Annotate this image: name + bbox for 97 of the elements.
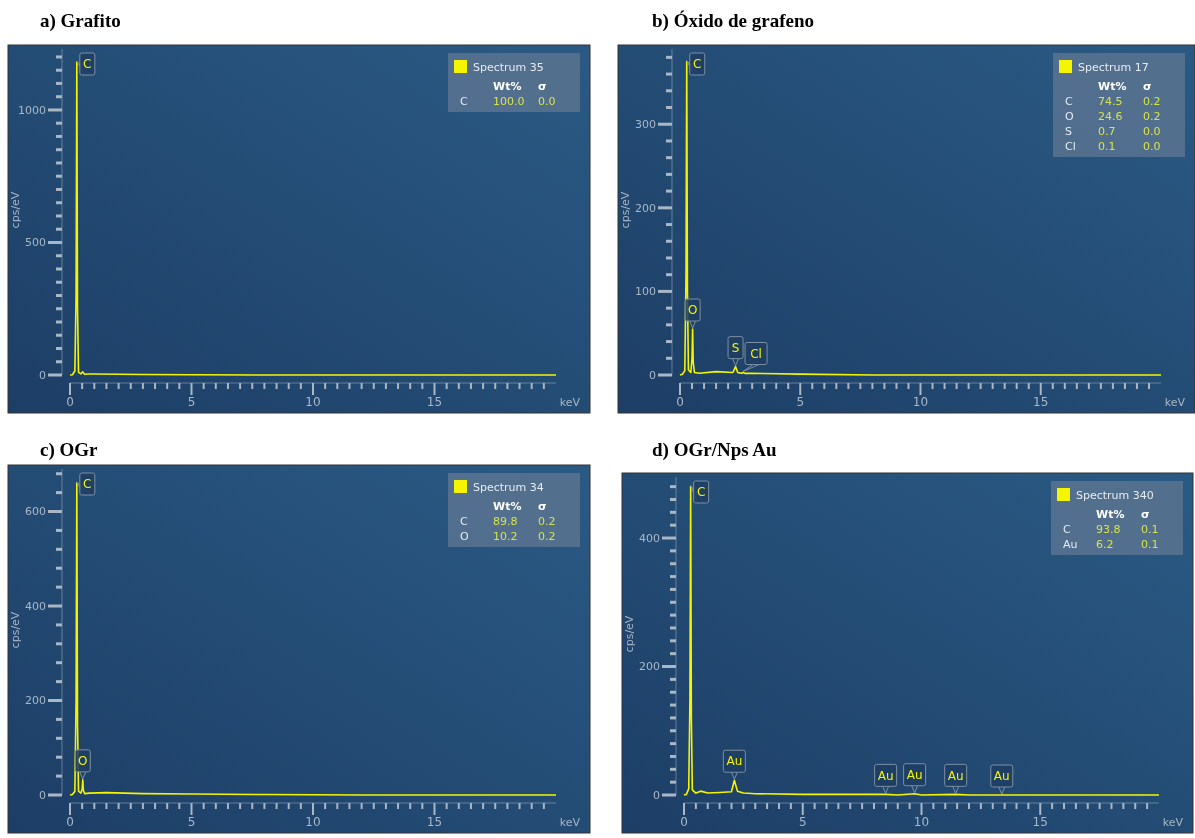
annotation: C — [460, 94, 468, 108]
chart-title: a) Grafito — [40, 10, 121, 32]
chart-title: d) OGr/Nps Au — [652, 439, 778, 461]
annotation: 24.6 — [1098, 109, 1123, 123]
x-tick-label: 10 — [305, 395, 321, 409]
legend-label: Spectrum 340 — [1076, 488, 1154, 502]
annotation: Au — [993, 769, 1010, 784]
legend-label: Spectrum 17 — [1078, 60, 1149, 74]
y-tick-label: 0 — [39, 368, 46, 382]
y-tick-label: 200 — [25, 694, 46, 708]
x-tick-label: 15 — [426, 395, 443, 409]
y-tick-label: 200 — [639, 660, 660, 674]
annotation: 0.2 — [1143, 94, 1161, 108]
annotation: 0.0 — [538, 94, 556, 108]
y-tick-label: 500 — [25, 236, 46, 250]
annotation: Au — [877, 768, 894, 783]
annotation: 0.2 — [538, 529, 556, 543]
y-tick-label: 400 — [639, 531, 660, 545]
annotation: C — [83, 57, 92, 72]
annotation: O — [687, 303, 698, 318]
y-axis-title: cps/eV — [619, 191, 632, 229]
annotation: O — [1065, 109, 1074, 123]
line-series — [679, 60, 1162, 376]
annotation: C — [83, 477, 92, 492]
annotation: 0.1 — [1141, 537, 1159, 551]
x-tick-label: 10 — [913, 815, 930, 829]
annotation: 0.0 — [1143, 124, 1161, 138]
annotation: 0.7 — [1098, 124, 1116, 138]
x-tick-label: 15 — [426, 815, 443, 829]
y-axis-title: cps/eV — [9, 611, 22, 649]
chart-title: b) Óxido de grafeno — [652, 10, 815, 32]
annotation: Wt% — [1096, 507, 1125, 521]
x-tick-label: 0 — [66, 395, 74, 409]
annotation: 100.0 — [493, 94, 525, 108]
x-tick-label: 5 — [187, 395, 196, 409]
annotation: σ — [1141, 507, 1150, 521]
annotation: 0.1 — [1098, 139, 1116, 153]
annotation: Au — [1063, 537, 1078, 551]
annotation: Wt% — [493, 499, 522, 513]
x-tick-label: 5 — [798, 815, 807, 829]
annotation: 10.2 — [493, 529, 518, 543]
annotation: C — [696, 485, 706, 500]
chart-title: c) OGr — [40, 439, 99, 461]
annotation: 0.2 — [1143, 109, 1161, 123]
annotation: Wt% — [493, 79, 522, 93]
annotation: 89.8 — [493, 514, 518, 528]
y-axis-title: cps/eV — [9, 191, 22, 229]
annotation: O — [78, 754, 88, 769]
annotation: σ — [538, 79, 547, 93]
line-series — [69, 61, 557, 376]
y-tick-label: 0 — [649, 368, 656, 382]
annotation: 74.5 — [1098, 94, 1123, 108]
x-tick-label: 0 — [680, 815, 688, 829]
y-tick-label: 1000 — [18, 103, 46, 117]
annotation: 93.8 — [1096, 522, 1121, 536]
x-axis-title: keV — [559, 396, 581, 409]
annotation: Cl — [1065, 139, 1076, 153]
annotation: S — [1065, 124, 1072, 138]
annotation: Wt% — [1098, 79, 1127, 93]
x-tick-label: 5 — [187, 815, 196, 829]
legend-label: Spectrum 35 — [473, 60, 544, 74]
annotation: 0.2 — [538, 514, 556, 528]
x-axis-title: keV — [1162, 816, 1184, 829]
x-tick-label: 10 — [305, 815, 321, 829]
y-axis-title: cps/eV — [623, 615, 636, 653]
y-tick-label: 600 — [25, 505, 46, 519]
annotation: 0.1 — [1141, 522, 1159, 536]
legend-label: Spectrum 34 — [473, 480, 544, 494]
annotation: 6.2 — [1096, 537, 1114, 551]
y-tick-label: 400 — [25, 599, 46, 613]
line-series — [683, 485, 1160, 796]
annotation: C — [1065, 94, 1073, 108]
annotation: Cl — [750, 346, 762, 361]
annotation: S — [731, 340, 740, 355]
annotation: Au — [947, 768, 964, 783]
x-axis-title: keV — [1164, 396, 1186, 409]
y-tick-label: 0 — [39, 788, 46, 802]
annotation: C — [693, 57, 702, 72]
y-tick-label: 0 — [653, 788, 660, 802]
x-tick-label: 15 — [1033, 395, 1049, 409]
y-tick-label: 200 — [635, 201, 656, 215]
annotation: 0.0 — [1143, 139, 1161, 153]
x-tick-label: 0 — [66, 815, 74, 829]
annotation: C — [1063, 522, 1071, 536]
annotation: Au — [726, 754, 743, 769]
x-tick-label: 0 — [676, 395, 684, 409]
annotation: σ — [1143, 79, 1152, 93]
x-tick-label: 15 — [1032, 815, 1048, 829]
x-axis-title: keV — [559, 816, 581, 829]
x-tick-label: 10 — [912, 395, 929, 409]
annotation: σ — [538, 499, 547, 513]
x-tick-label: 5 — [796, 395, 805, 409]
annotation: C — [460, 514, 468, 528]
annotation: Au — [906, 767, 923, 782]
y-tick-label: 100 — [635, 285, 656, 299]
y-tick-label: 300 — [635, 118, 656, 132]
annotation: O — [460, 529, 469, 543]
